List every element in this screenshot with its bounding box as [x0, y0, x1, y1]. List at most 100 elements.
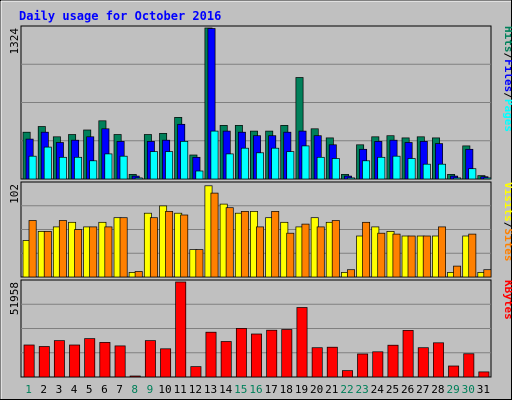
bar-kbytes-day-20: [311, 347, 323, 378]
bar-sites-day-31: [483, 269, 492, 278]
bar-kbytes-day-31: [478, 371, 490, 378]
bar-kbytes-day-12: [190, 366, 202, 378]
bar-sites-day-15: [240, 211, 249, 278]
x-tick-label-day-28: 28: [431, 383, 444, 396]
bar-kbytes-day-27: [417, 347, 429, 378]
x-tick-label-day-4: 4: [71, 383, 78, 396]
bar-pages-day-20: [316, 156, 325, 180]
x-tick-label-day-11: 11: [174, 383, 187, 396]
bar-sites-day-10: [165, 211, 174, 278]
bar-sites-day-11: [180, 214, 189, 278]
x-tick-label-day-10: 10: [158, 383, 171, 396]
x-tick-label-day-18: 18: [280, 383, 293, 396]
x-tick-label-day-1: 1: [25, 383, 32, 396]
x-tick-label-day-26: 26: [401, 383, 414, 396]
panel-bottom: 51958 KBytes: [8, 279, 512, 378]
x-tick-label-day-12: 12: [189, 383, 202, 396]
bar-sites-day-23: [362, 221, 371, 278]
bar-kbytes-day-15: [235, 328, 247, 378]
legend-item-separator: /: [502, 92, 512, 99]
bar-pages-day-22: [347, 177, 355, 180]
bar-kbytes-day-8: [129, 375, 141, 378]
x-tick-label-day-8: 8: [131, 383, 138, 396]
bar-sites-day-2: [43, 231, 52, 278]
bar-pages-day-21: [331, 158, 340, 180]
bar-sites-day-29: [453, 265, 462, 278]
bar-pages-day-10: [165, 151, 174, 180]
bar-sites-day-26: [407, 235, 416, 278]
x-tick-label-day-17: 17: [265, 383, 278, 396]
bar-pages-day-19: [301, 145, 310, 180]
legend-item-pages: Pages: [502, 99, 512, 132]
x-tick-label-day-6: 6: [101, 383, 108, 396]
legend-item-kbytes: KBytes: [502, 280, 512, 320]
panel-top-y-max-label: 1324: [8, 28, 21, 55]
chart-title: Daily usage for October 2016: [19, 9, 221, 23]
bar-pages-day-12: [195, 170, 204, 180]
bar-pages-day-3: [58, 156, 67, 180]
x-tick-label-day-24: 24: [371, 383, 385, 396]
bar-sites-day-3: [58, 220, 67, 278]
bar-pages-day-6: [104, 153, 113, 180]
bar-kbytes-day-7: [114, 345, 126, 378]
legend-item-separator: /: [502, 222, 512, 229]
bar-sites-day-30: [468, 233, 477, 278]
bar-sites-day-16: [256, 226, 264, 278]
x-tick-label-day-9: 9: [147, 383, 154, 396]
legend-item-separator: /: [502, 53, 512, 60]
bar-pages-day-28: [438, 163, 446, 180]
bar-sites-day-14: [225, 207, 234, 278]
bar-sites-day-5: [89, 226, 98, 278]
legend-item-files: Files: [502, 59, 512, 92]
bar-kbytes-day-18: [281, 329, 293, 378]
legend-item-visits: Visits: [502, 182, 512, 222]
x-tick-label-day-20: 20: [310, 383, 323, 396]
bar-sites-day-22: [347, 269, 355, 278]
legend-item-hits: Hits: [502, 26, 512, 53]
bar-kbytes-day-13: [205, 331, 217, 378]
bar-kbytes-day-10: [160, 348, 172, 378]
bar-pages-day-23: [362, 160, 371, 180]
bar-pages-day-18: [286, 151, 295, 180]
bar-sites-day-19: [301, 223, 310, 278]
bar-kbytes-day-25: [387, 344, 399, 378]
bar-pages-day-26: [407, 158, 416, 180]
bar-sites-day-1: [28, 220, 37, 278]
bar-kbytes-day-2: [38, 346, 50, 378]
bar-kbytes-day-29: [448, 365, 460, 378]
bar-pages-day-16: [256, 152, 264, 180]
bar-pages-day-15: [240, 147, 249, 180]
bar-sites-day-28: [438, 226, 446, 278]
bar-pages-day-11: [180, 141, 189, 180]
bar-sites-day-24: [377, 232, 386, 278]
bar-kbytes-day-21: [326, 346, 338, 378]
bar-sites-day-21: [331, 220, 340, 278]
bar-pages-day-8: [134, 177, 143, 180]
bar-kbytes-day-6: [99, 342, 111, 378]
x-tick-label-day-5: 5: [86, 383, 93, 396]
bar-sites-day-27: [422, 235, 431, 278]
x-tick-label-day-13: 13: [204, 383, 217, 396]
bar-kbytes-day-30: [463, 353, 475, 378]
bar-sites-day-12: [195, 249, 204, 278]
x-tick-label-day-19: 19: [295, 383, 308, 396]
bar-pages-day-31: [483, 177, 492, 180]
x-tick-label-day-30: 30: [462, 383, 475, 396]
bar-kbytes-day-16: [251, 333, 262, 378]
panel-top-legend: Hits/Files/Pages: [502, 26, 512, 132]
bar-kbytes-day-11: [175, 281, 187, 378]
bar-pages-day-13: [210, 130, 219, 180]
bar-kbytes-day-1: [23, 344, 35, 378]
bar-kbytes-day-14: [220, 341, 232, 378]
bar-sites-day-6: [104, 226, 113, 278]
bar-sites-day-25: [392, 233, 401, 278]
bar-pages-day-2: [43, 146, 52, 180]
x-tick-label-day-29: 29: [446, 383, 459, 396]
bar-sites-day-17: [271, 211, 280, 278]
x-tick-label-day-23: 23: [355, 383, 368, 396]
legend-item-sites: Sites: [502, 228, 512, 261]
x-tick-label-day-2: 2: [40, 383, 47, 396]
x-tick-label-day-16: 16: [249, 383, 262, 396]
bar-pages-day-30: [468, 168, 477, 180]
